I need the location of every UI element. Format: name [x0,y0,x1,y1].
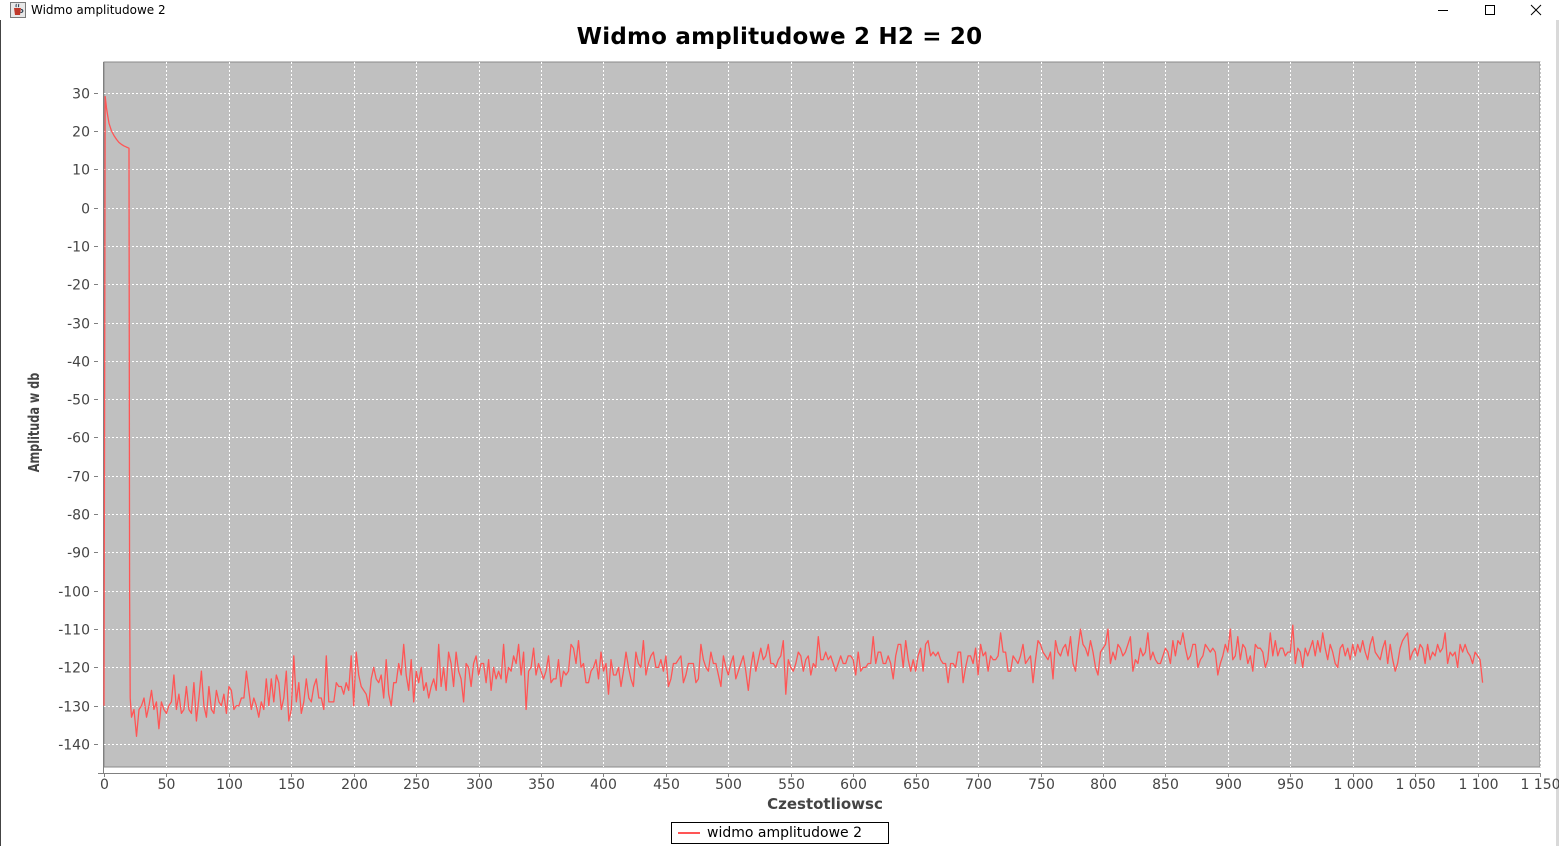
x-tick-label: 150 [278,777,305,793]
x-tick-label: 950 [1277,777,1304,793]
series-line [103,95,1484,737]
y-tick-label: -70 [67,470,90,486]
minimize-button[interactable] [1420,0,1466,20]
y-tick-label: 30 [72,87,90,103]
y-tick-label: -50 [67,393,90,409]
legend-label: widmo amplitudowe 2 [707,825,862,841]
y-tick-label: -110 [58,623,90,639]
x-tick-label: 500 [715,777,742,793]
y-tick-label: -140 [58,738,90,754]
y-tick-label: -20 [67,278,90,294]
window-left-border [0,20,1,846]
x-tick-label: 1 000 [1333,777,1373,793]
y-axis-label: Amplituda w db [27,373,44,473]
close-icon [1530,4,1542,16]
x-tick-label: 400 [590,777,617,793]
maximize-button[interactable] [1467,0,1513,20]
x-tick-label: 200 [341,777,368,793]
x-tick-label: 900 [1215,777,1242,793]
x-tick-label: 450 [653,777,680,793]
x-tick-label: 600 [840,777,867,793]
x-tick-label: 800 [1090,777,1117,793]
legend: widmo amplitudowe 2 [671,822,889,844]
x-tick-label: 550 [778,777,805,793]
y-tick-label: -100 [58,585,90,601]
x-tick-label: 700 [965,777,992,793]
y-tick-label: -90 [67,546,90,562]
x-tick-label: 1 050 [1395,777,1435,793]
window-title: Widmo amplitudowe 2 [31,3,166,17]
java-cup-icon [10,2,26,18]
x-tick-label: 50 [158,777,176,793]
y-tick-label: 10 [72,163,90,179]
y-tick-label: -60 [67,431,90,447]
x-tick-label: 850 [1152,777,1179,793]
y-tick-label: -30 [67,317,90,333]
x-tick-label: 350 [528,777,555,793]
x-tick-label: 0 [100,777,109,793]
y-tick-label: -120 [58,661,90,677]
y-tick-label: -10 [67,240,90,256]
maximize-icon [1485,5,1495,15]
x-tick-label: 750 [1028,777,1055,793]
y-tick-label: -130 [58,700,90,716]
legend-swatch [678,832,700,834]
close-button[interactable] [1513,0,1559,20]
x-axis-label: Czestotliowsc [767,795,883,813]
y-tick-label: -40 [67,355,90,371]
window-right-border [1556,20,1559,846]
minimize-icon [1438,10,1448,11]
y-tick-label: 0 [81,202,90,218]
y-tick-label: 20 [72,125,90,141]
y-tick-label: -80 [67,508,90,524]
x-tick-label: 250 [403,777,430,793]
x-tick-label: 1 100 [1458,777,1498,793]
chart-title: Widmo amplitudowe 2 H2 = 20 [576,24,983,50]
x-tick-label: 1 150 [1520,777,1559,793]
x-tick-label: 650 [903,777,930,793]
window-titlebar: Widmo amplitudowe 2 [0,0,1559,20]
plot-area [103,61,1541,768]
x-tick-label: 300 [466,777,493,793]
x-tick-label: 100 [216,777,243,793]
